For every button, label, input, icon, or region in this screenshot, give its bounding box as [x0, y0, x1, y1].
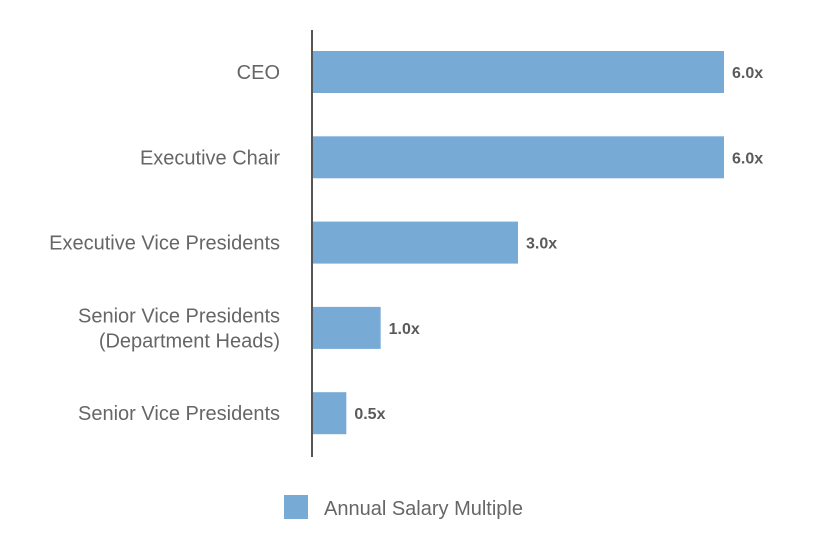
bar-value-label: 1.0x: [389, 321, 420, 338]
legend-label: Annual Salary Multiple: [324, 498, 523, 520]
bar-value-label: 6.0x: [732, 65, 763, 82]
bar-value-label: 3.0x: [526, 236, 557, 253]
category-label: Senior Vice Presidents: [78, 305, 280, 327]
legend-swatch: [284, 495, 308, 519]
bar: [312, 306, 381, 349]
bar: [312, 51, 724, 93]
labels-layer: 6.0x CEO 6.0x Executive Chair 3.0x Executive …: [49, 62, 763, 425]
bar: [312, 392, 347, 435]
bar-value-label: 0.5x: [354, 406, 385, 423]
category-label: CEO: [237, 62, 280, 84]
category-label: (Department Heads): [99, 330, 280, 352]
category-label: Executive Chair: [140, 147, 280, 169]
bar: [312, 221, 518, 264]
category-label: Senior Vice Presidents: [78, 403, 280, 425]
bar-value-label: 6.0x: [732, 150, 763, 167]
bar: [312, 136, 724, 179]
bars-layer: [312, 51, 724, 435]
category-label: Executive Vice Presidents: [49, 233, 280, 255]
legend: Annual Salary Multiple: [284, 495, 523, 520]
